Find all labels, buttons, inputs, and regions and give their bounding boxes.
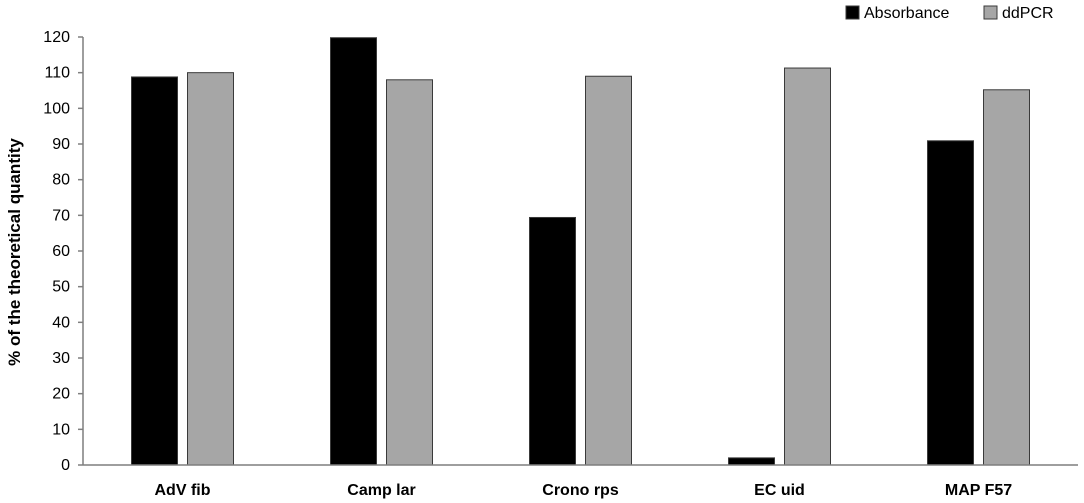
bar-ddpcr-camp-lar <box>386 79 433 466</box>
bar-ddpcr-ec-uid <box>784 67 831 466</box>
y-tick-label: 120 <box>43 29 70 46</box>
x-category-label: MAP F57 <box>945 482 1012 499</box>
y-tick-label: 20 <box>52 386 70 403</box>
y-tick-label: 50 <box>52 279 70 296</box>
bar-absorbance-map-f57 <box>927 140 974 466</box>
legend-label-ddpcr: ddPCR <box>1002 5 1054 22</box>
legend-swatch-absorbance <box>845 5 860 20</box>
y-tick-label: 10 <box>52 421 70 438</box>
bar-ddpcr-crono-rps <box>585 75 632 466</box>
bars <box>131 37 1030 466</box>
y-tick-label: 0 <box>61 457 70 474</box>
bar-absorbance-crono-rps <box>529 216 576 466</box>
bar-absorbance-ec-uid <box>728 457 775 466</box>
bar-ddpcr-map-f57 <box>983 89 1030 466</box>
y-axis-title: % of the theoretical quantity <box>5 138 24 366</box>
y-tick-label: 60 <box>52 243 70 260</box>
x-category-label: Crono rps <box>542 482 619 499</box>
x-category-label: EC uid <box>754 482 805 499</box>
legend-label-absorbance: Absorbance <box>864 5 949 22</box>
x-axis-labels: AdV fib Camp lar Crono rps EC uid MAP F57 <box>155 482 1013 499</box>
y-tick-label: 40 <box>52 314 70 331</box>
y-tick-label: 70 <box>52 207 70 224</box>
bar-ddpcr-adv-fib <box>187 72 234 466</box>
bar-absorbance-camp-lar <box>330 37 377 466</box>
y-tick-label: 80 <box>52 172 70 189</box>
y-tick-label: 100 <box>43 100 70 117</box>
legend: Absorbance ddPCR <box>845 5 1054 22</box>
y-axis-ticks: 0 10 20 30 40 50 60 70 80 90 100 110 120 <box>43 29 83 474</box>
y-tick-label: 90 <box>52 136 70 153</box>
y-tick-label: 30 <box>52 350 70 367</box>
x-category-label: AdV fib <box>155 482 211 499</box>
legend-swatch-ddpcr <box>983 5 998 20</box>
y-tick-label: 110 <box>44 65 70 82</box>
bar-absorbance-adv-fib <box>131 76 178 466</box>
x-category-label: Camp lar <box>347 482 415 499</box>
